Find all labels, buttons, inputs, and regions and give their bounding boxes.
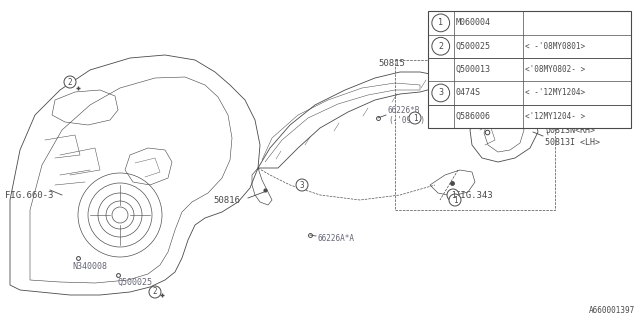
Text: 66226A*A: 66226A*A [318, 234, 355, 243]
Circle shape [447, 189, 459, 201]
Circle shape [149, 286, 161, 298]
Text: W140044: W140044 [490, 35, 527, 44]
Bar [428, 11, 631, 128]
Text: 1: 1 [413, 114, 417, 123]
Circle shape [409, 112, 421, 124]
Text: 1: 1 [476, 95, 480, 105]
Text: (-'09MY): (-'09MY) [388, 116, 425, 124]
Text: < -'08MY0801>: < -'08MY0801> [525, 42, 586, 51]
Text: 50813N<RH>: 50813N<RH> [545, 125, 595, 134]
Text: Q500025: Q500025 [456, 42, 491, 51]
Text: 2: 2 [153, 287, 157, 297]
Text: 2: 2 [68, 77, 72, 86]
Text: FIG.343: FIG.343 [455, 190, 493, 199]
Text: 50813I <LH>: 50813I <LH> [545, 138, 600, 147]
Text: A660001397: A660001397 [589, 306, 635, 315]
Text: Q500025: Q500025 [118, 278, 153, 287]
Text: 1: 1 [438, 18, 444, 28]
Text: 50815: 50815 [379, 59, 405, 68]
Text: M060004: M060004 [456, 18, 491, 28]
Text: 3: 3 [300, 180, 304, 189]
Text: 0474S: 0474S [456, 88, 481, 98]
Circle shape [296, 179, 308, 191]
Text: <'12MY1204- >: <'12MY1204- > [525, 112, 586, 121]
Circle shape [449, 194, 461, 206]
Text: 50816: 50816 [213, 196, 240, 204]
Text: FIG.343: FIG.343 [455, 49, 493, 58]
Text: FRONT: FRONT [483, 57, 508, 66]
Circle shape [432, 37, 450, 55]
Text: 1: 1 [451, 190, 455, 199]
Text: 1: 1 [452, 196, 458, 204]
Circle shape [64, 76, 76, 88]
Text: 2: 2 [438, 42, 444, 51]
Text: < -'12MY1204>: < -'12MY1204> [525, 88, 586, 98]
Circle shape [432, 84, 450, 102]
Text: N340008: N340008 [72, 262, 107, 271]
Circle shape [472, 94, 484, 106]
Text: <'08MY0802- >: <'08MY0802- > [525, 65, 586, 74]
Text: Q500013: Q500013 [456, 65, 491, 74]
Text: Q586006: Q586006 [456, 112, 491, 121]
Text: 3: 3 [438, 88, 444, 98]
Circle shape [432, 14, 450, 32]
Text: FIG.660-3: FIG.660-3 [5, 190, 53, 199]
Text: 66226*B: 66226*B [388, 106, 420, 115]
